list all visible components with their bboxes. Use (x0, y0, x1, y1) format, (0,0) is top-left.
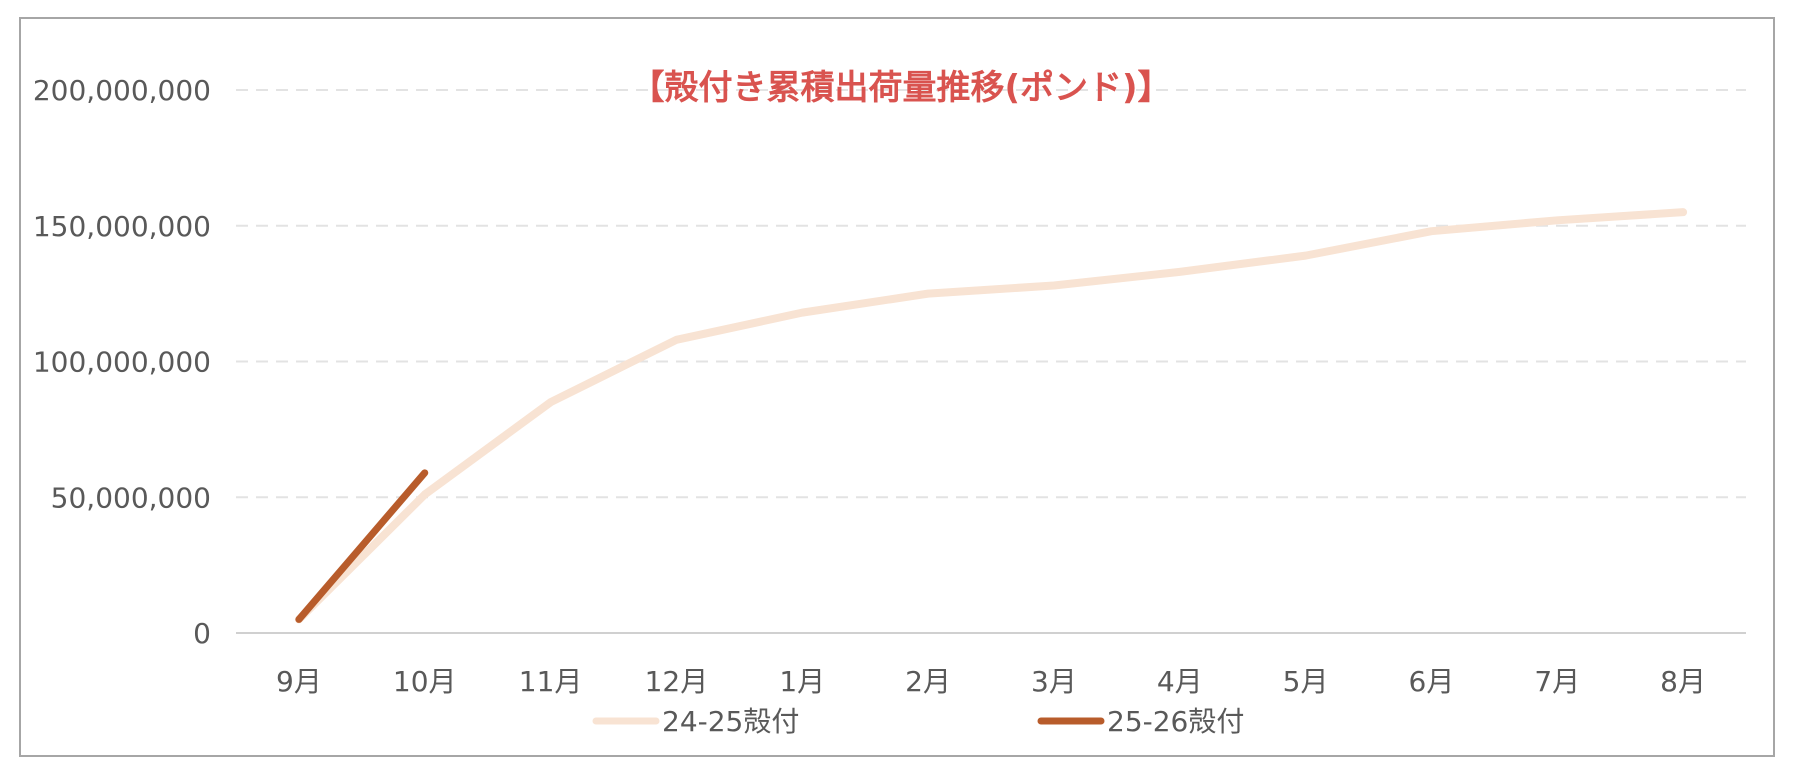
x-tick-label: 4月 (1157, 665, 1203, 698)
x-tick-label: 2月 (905, 665, 951, 698)
legend: 24-25殻付 25-26殻付 (592, 705, 1244, 738)
line-chart: 0 50,000,000 100,000,000 150,000,000 200,000… (33, 68, 1746, 738)
y-tick-label: 200,000,000 (33, 74, 211, 107)
x-tick-label: 11月 (519, 665, 583, 698)
x-tick-label: 5月 (1283, 665, 1329, 698)
series-line-1 (294, 208, 1688, 624)
x-tick-label: 9月 (276, 665, 322, 698)
x-tick-label: 3月 (1031, 665, 1077, 698)
tick-labels: 0 50,000,000 100,000,000 150,000,000 200,000… (33, 74, 1706, 698)
series-lines (294, 208, 1688, 624)
series-line-2 (295, 469, 429, 623)
x-tick-label: 12月 (645, 665, 709, 698)
y-tick-label: 100,000,000 (33, 346, 211, 379)
y-tick-label: 0 (193, 617, 211, 650)
y-tick-label: 150,000,000 (33, 210, 211, 243)
x-tick-label: 10月 (393, 665, 457, 698)
x-tick-label: 1月 (779, 665, 825, 698)
x-tick-label: 7月 (1534, 665, 1580, 698)
x-tick-label: 6月 (1409, 665, 1455, 698)
legend-label: 24-25殻付 (662, 705, 799, 738)
chart-title: 【殻付き累積出荷量推移(ポンド)】 (630, 68, 1171, 108)
gridlines (236, 89, 1746, 499)
legend-label: 25-26殻付 (1107, 705, 1244, 738)
chart-frame: 0 50,000,000 100,000,000 150,000,000 200,000… (19, 17, 1775, 757)
y-tick-label: 50,000,000 (51, 481, 211, 514)
x-tick-label: 8月 (1660, 665, 1706, 698)
